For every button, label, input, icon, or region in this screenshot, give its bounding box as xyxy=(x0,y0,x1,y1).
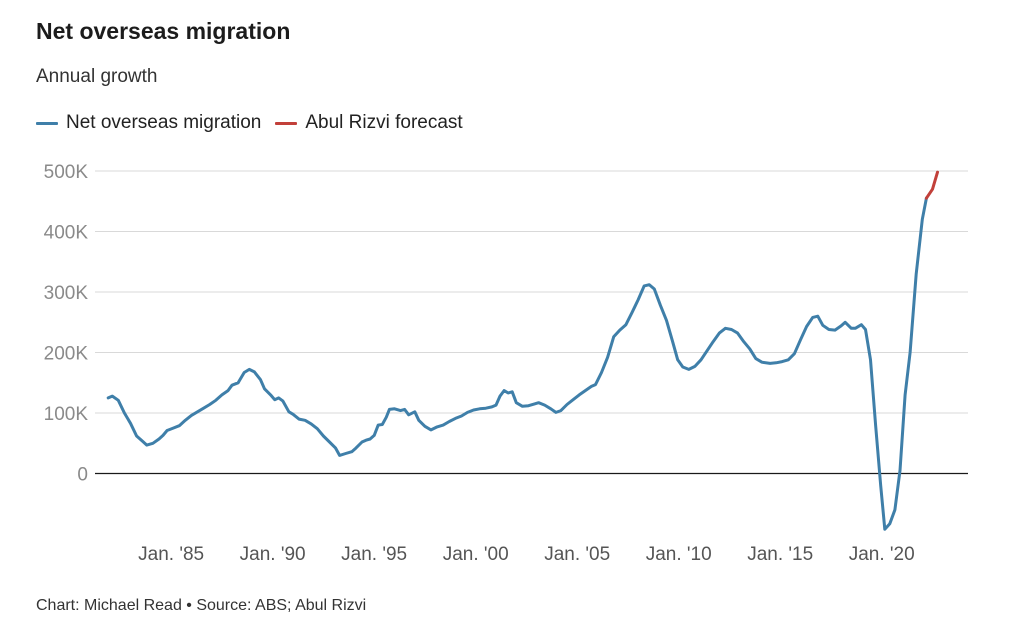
x-tick-label-1: Jan. '90 xyxy=(240,544,306,565)
x-tick-label-2: Jan. '95 xyxy=(341,544,407,565)
legend-label-net-migration: Net overseas migration xyxy=(66,112,262,133)
x-tick-label-5: Jan. '10 xyxy=(646,544,712,565)
y-tick-label-4: 400K xyxy=(44,223,89,244)
x-tick-label-6: Jan. '15 xyxy=(747,544,813,565)
chart-title: Net overseas migration xyxy=(36,18,291,44)
x-tick-label-3: Jan. '00 xyxy=(443,544,509,565)
series-line-forecast xyxy=(924,170,939,200)
y-tick-label-5: 500K xyxy=(44,162,89,183)
series-line-net-migration xyxy=(106,196,928,531)
x-tick-label-4: Jan. '05 xyxy=(544,544,610,565)
legend-item-forecast: Abul Rizvi forecast xyxy=(275,112,463,134)
legend-item-net-migration: Net overseas migration xyxy=(36,112,261,134)
legend-swatch-net-migration xyxy=(36,121,58,125)
legend-label-forecast: Abul Rizvi forecast xyxy=(305,112,463,133)
y-tick-label-2: 200K xyxy=(44,344,89,365)
x-tick-label-0: Jan. '85 xyxy=(138,544,204,565)
chart-credit: Chart: Michael Read • Source: ABS; Abul … xyxy=(36,597,367,614)
y-tick-label-0: 0 xyxy=(77,465,88,486)
chart-subtitle: Annual growth xyxy=(36,66,158,87)
legend: Net overseas migration Abul Rizvi foreca… xyxy=(36,112,477,134)
x-tick-label-7: Jan. '20 xyxy=(849,544,915,565)
y-tick-label-1: 100K xyxy=(44,404,89,425)
legend-swatch-forecast xyxy=(275,121,298,125)
y-tick-label-3: 300K xyxy=(44,283,89,304)
